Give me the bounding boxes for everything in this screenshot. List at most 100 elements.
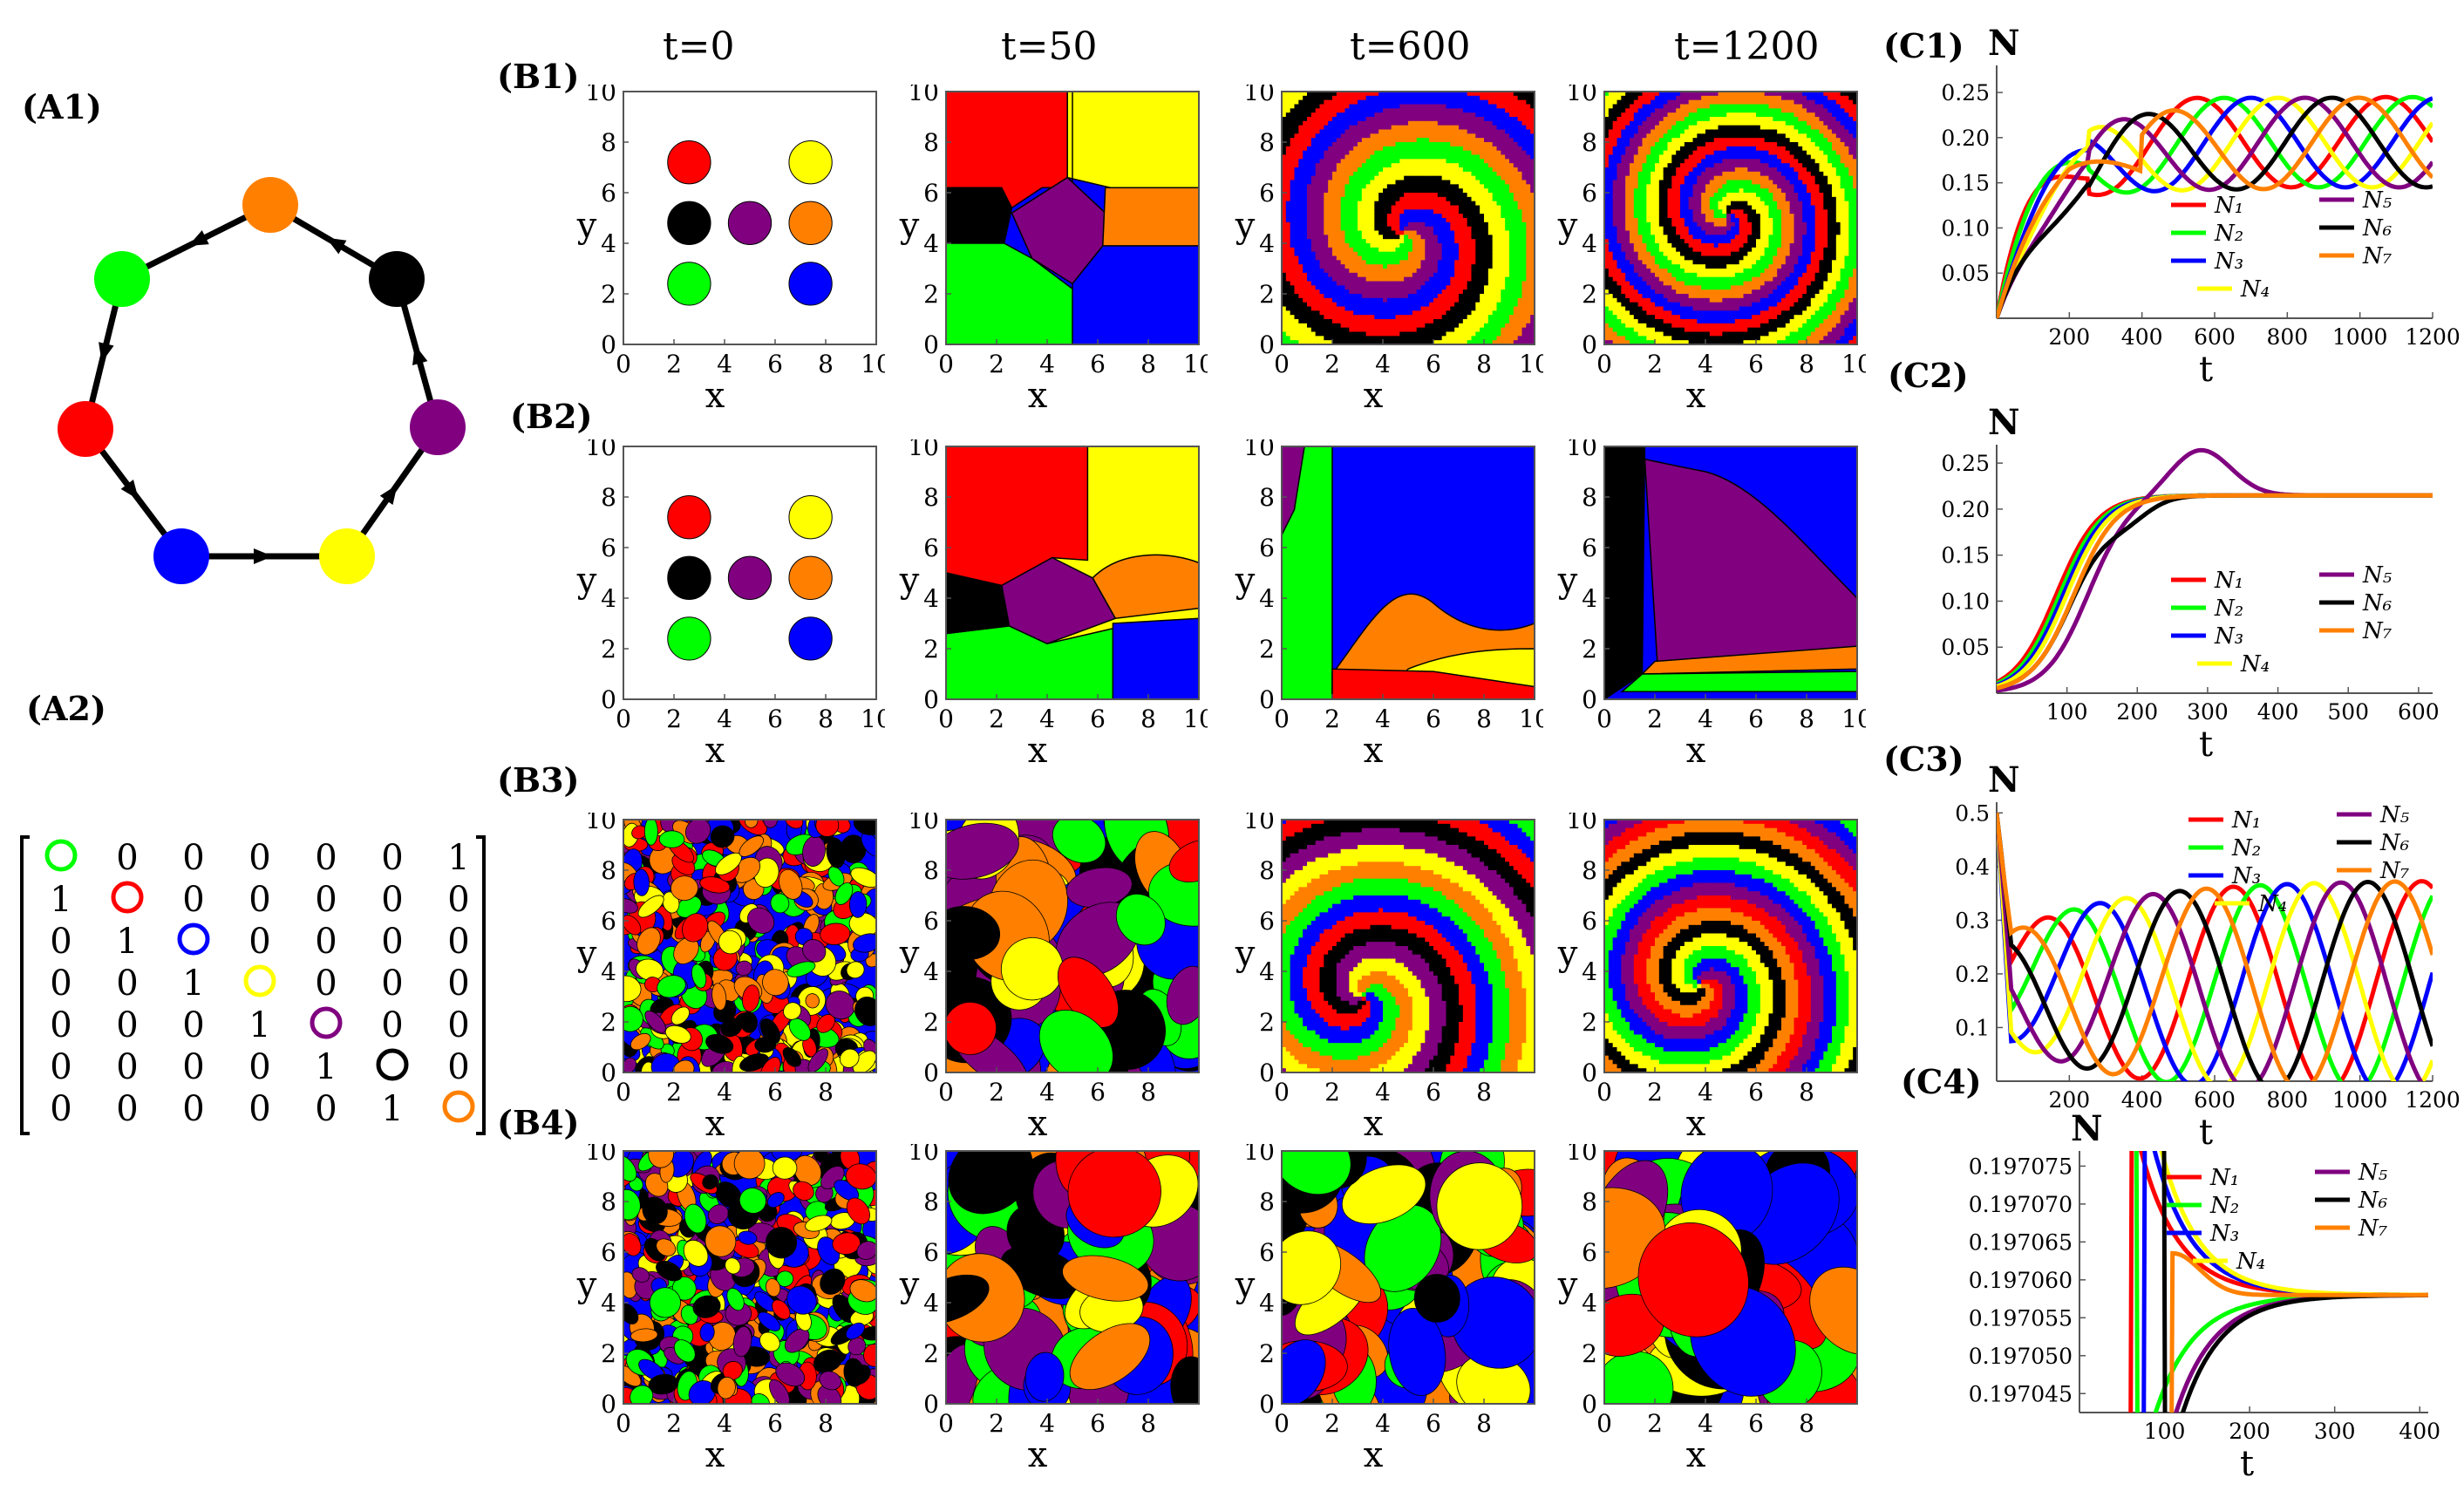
time-series-c4: 100 200 300 400 0.197045 0.197050 0.197055 0.19… [1969, 1108, 2440, 1484]
legend-label: N₅ [2379, 802, 2410, 828]
x-tick-label: 400 [2257, 699, 2299, 725]
legend-label: N₆ [2362, 215, 2392, 242]
initial-patch [727, 201, 773, 245]
y-tick-label: 4 [1259, 957, 1275, 986]
y-tick-label: 8 [923, 1188, 939, 1216]
x-tick-label: 2 [989, 705, 1004, 733]
x-tick-label: 10 [861, 350, 885, 378]
x-tick-label: 4 [1698, 350, 1713, 378]
snapshot-plot: 0 2 4 6 8 0 2 4 6 8 10 x y [576, 1144, 877, 1467]
x-tick-label: 10 [1183, 350, 1208, 378]
matrix-cell: 0 [381, 922, 403, 962]
y-tick-label: 10 [585, 439, 616, 461]
snapshot-field [946, 820, 1199, 1072]
panel-label-b1: (B1) [497, 57, 580, 96]
snapshot-plot: 0 2 4 6 8 10 0 2 4 6 8 10 x y [576, 85, 885, 407]
series-line [1997, 95, 2433, 318]
x-axis-label: t [2240, 1444, 2254, 1484]
x-axis-label: x [705, 1104, 725, 1135]
x-tick-label: 8 [1799, 1409, 1814, 1438]
y-tick-label: 4 [601, 229, 616, 258]
x-tick-label: 1000 [2332, 1087, 2388, 1113]
y-tick-label: 10 [585, 813, 616, 834]
legend-label: N₇ [2358, 1215, 2388, 1242]
edge-arrow [99, 342, 114, 363]
initial-patch [727, 555, 773, 600]
series-line [1997, 95, 2433, 318]
legend-label: N₁ [2214, 568, 2243, 594]
x-tick-label: 8 [1799, 1078, 1814, 1106]
y-tick-label: 2 [923, 635, 939, 664]
legend-label: N₂ [2214, 221, 2243, 247]
x-tick-label: 8 [1476, 1078, 1492, 1106]
matrix-cell: 0 [447, 963, 469, 1004]
node-black [369, 251, 425, 307]
x-axis-label: x [705, 1435, 725, 1467]
panel-label-c1: (C1) [1883, 26, 1964, 65]
matrix-right-bracket [476, 835, 486, 1135]
initial-patch [667, 495, 711, 540]
x-tick-label: 6 [1426, 1078, 1441, 1106]
x-tick-label: 2 [1647, 1078, 1663, 1106]
edge-arrow [379, 484, 398, 505]
matrix-cell: 1 [381, 1089, 403, 1129]
y-tick-label: 0.197060 [1969, 1268, 2073, 1293]
y-tick-label: 8 [1259, 128, 1275, 157]
panel-label-b4: (B4) [497, 1103, 580, 1142]
snapshot-field [623, 1151, 876, 1404]
panel-label-c4: (C4) [1901, 1062, 1982, 1101]
y-tick-label: 4 [1582, 957, 1597, 986]
matrix-diag-circle [376, 1048, 409, 1081]
y-tick-label: 2 [1259, 1008, 1275, 1037]
y-tick-label: 0.3 [1955, 908, 1990, 933]
x-tick-label: 8 [1476, 705, 1492, 733]
legend-label: N₄ [2240, 276, 2270, 303]
x-tick-label: 8 [1799, 705, 1814, 733]
series-line [1997, 813, 2433, 1081]
x-tick-label: 10 [1519, 705, 1543, 733]
y-tick-label: 8 [1259, 483, 1275, 512]
y-axis-label: y [899, 1265, 920, 1305]
time-label-0: t=0 [663, 24, 735, 69]
x-tick-label: 8 [1140, 705, 1156, 733]
y-tick-label: 0.5 [1955, 800, 1990, 826]
y-tick-label: 0.197055 [1969, 1305, 2073, 1331]
plot-frame [1603, 819, 1858, 1073]
x-tick-label: 2 [989, 1409, 1004, 1438]
x-tick-label: 4 [717, 350, 732, 378]
cyclic-network-diagram [58, 177, 466, 584]
matrix-cell: 0 [248, 922, 270, 962]
x-tick-label: 8 [1140, 1078, 1156, 1106]
plot-frame [1603, 91, 1858, 345]
initial-patch [788, 201, 833, 245]
plot-frame [623, 1150, 877, 1405]
series-lines [1997, 813, 2433, 1081]
x-tick-label: 0 [616, 1409, 631, 1438]
matrix-cell: 0 [116, 963, 138, 1004]
panel-label-c3: (C3) [1883, 739, 1964, 779]
x-axis-label: t [2199, 725, 2213, 765]
plot-frame [1603, 446, 1858, 700]
series-line [1997, 813, 2433, 1081]
x-tick-label: 8 [1799, 350, 1814, 378]
y-axis-label: y [576, 561, 597, 601]
y-tick-label: 2 [1259, 635, 1275, 664]
y-tick-label: 4 [1582, 1289, 1597, 1317]
x-tick-label: 8 [1476, 1409, 1492, 1438]
y-tick-label: 10 [1566, 439, 1597, 461]
y-tick-label: 6 [923, 1238, 939, 1267]
y-tick-label: 0 [1582, 685, 1597, 714]
x-tick-label: 0 [938, 1409, 954, 1438]
initial-patch [788, 616, 833, 661]
matrix-cell: 1 [248, 1005, 270, 1045]
y-tick-label: 0.10 [1941, 589, 1990, 614]
x-tick-label: 6 [1426, 1409, 1441, 1438]
series-line [2169, 1250, 2428, 1413]
matrix-cell: 0 [50, 922, 71, 962]
x-tick-label: 200 [2229, 1419, 2270, 1444]
matrix-cell: 0 [315, 963, 337, 1004]
y-tick-label: 0 [1259, 685, 1275, 714]
y-axis-label: y [1557, 561, 1578, 601]
plot-frame [1281, 1150, 1535, 1405]
y-tick-label: 0.15 [1941, 543, 1990, 568]
